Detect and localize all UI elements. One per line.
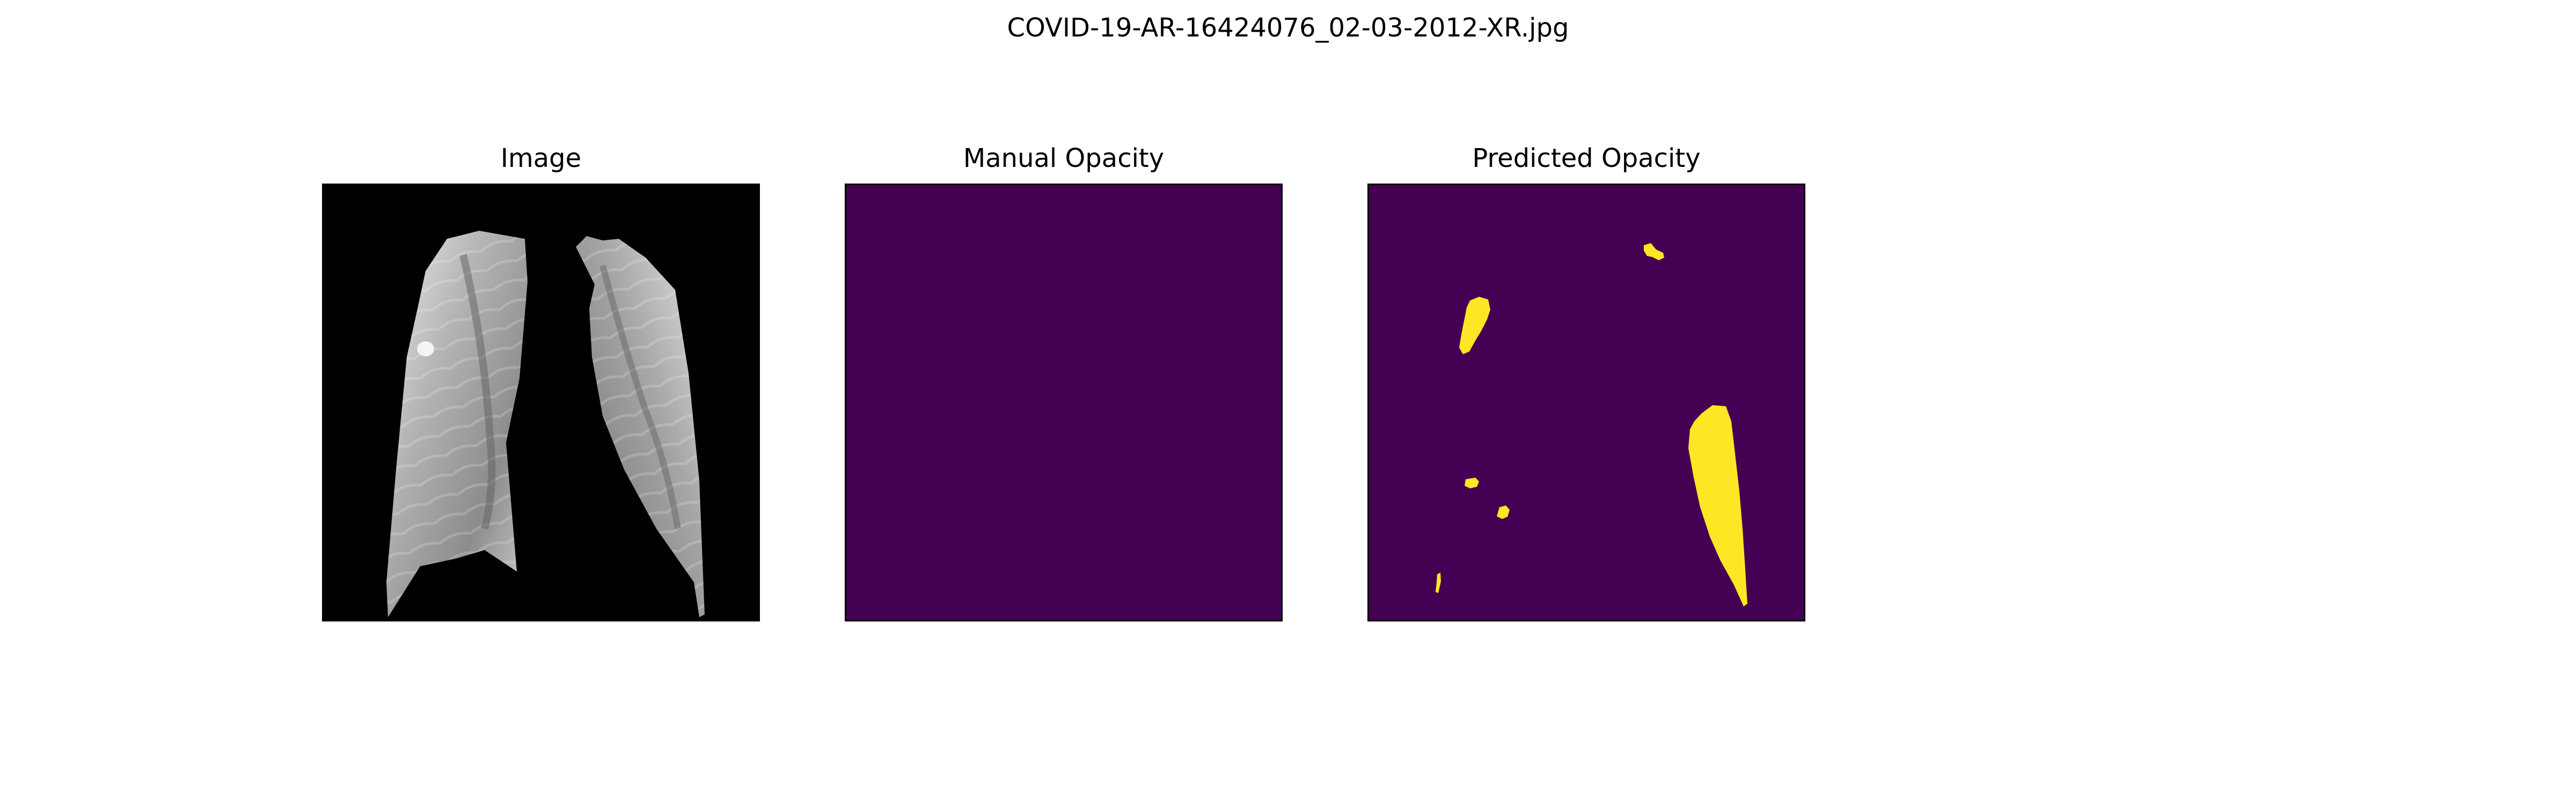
predicted-opacity-mask: [1369, 185, 1804, 620]
manual-opacity-panel: [845, 184, 1283, 621]
panel-title-manual-opacity: Manual Opacity: [963, 143, 1165, 173]
predicted-opacity-panel: [1367, 184, 1805, 621]
chest-xray-image: [324, 185, 758, 620]
panel-title-image: Image: [500, 143, 582, 173]
figure-title: COVID-19-AR-16424076_02-03-2012-XR.jpg: [1007, 13, 1569, 43]
panel-title-predicted-opacity: Predicted Opacity: [1472, 143, 1701, 173]
manual-opacity-mask: [846, 185, 1281, 620]
image-panel: [322, 184, 760, 621]
